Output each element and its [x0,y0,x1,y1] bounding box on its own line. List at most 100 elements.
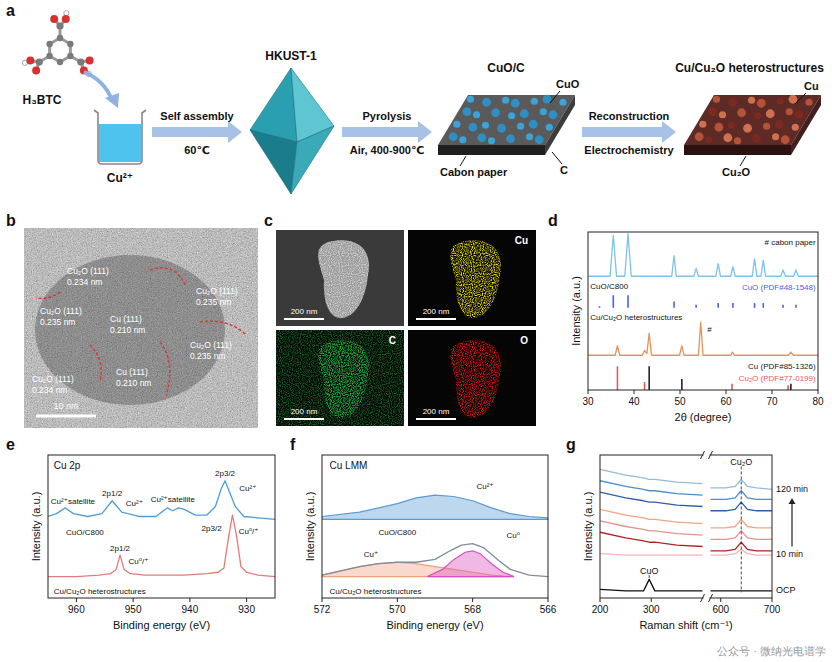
axis-break-gap [704,453,710,457]
label: Electrochemistry [584,144,674,156]
curved-arrow [84,72,112,100]
process-arrow [152,121,242,143]
reference-stick [612,295,614,308]
line-series [600,579,772,590]
reference-stick [754,303,756,308]
label: 200 nm [423,307,450,316]
particle [752,134,761,143]
reference-stick [695,305,697,308]
atom-c [56,22,63,29]
ring [50,38,71,62]
particle [781,135,790,144]
time-arrow-head [789,498,796,504]
series-label: Cu⁰ [507,531,520,540]
label: H₃BTC [23,93,62,107]
label: 0.234 nm [67,277,102,287]
x-tick-label: 70 [766,396,778,407]
particle [531,98,538,105]
figure: aH₃BTCCu²⁺Self assembly60℃HKUST-1Pyrolys… [0,0,832,662]
particle [723,133,732,142]
atom-c [67,41,73,47]
solution [99,124,141,162]
axis-break-gap [704,596,710,600]
reference-stick [787,385,789,390]
particle [318,240,369,318]
scale-bar [416,318,456,320]
atom-c [36,58,43,65]
label: Air, 400-900℃ [350,144,424,156]
line-series [48,481,275,520]
particle [748,97,755,104]
particle [467,96,474,103]
axis-break-mark [709,594,713,602]
line-series [600,469,772,489]
x-tick-label: 300 [643,604,660,615]
line-series [588,322,818,355]
particle [728,122,735,129]
label: O [520,335,528,346]
particle [719,111,726,118]
map-signal [318,340,369,418]
x-tick-label: 930 [238,604,255,615]
label: Reconstruction [589,110,670,122]
slab-front [684,145,791,155]
series-label: 10 min [776,549,803,559]
annotation: 2p3/2 [202,524,223,533]
beaker [94,110,146,164]
x-tick [133,598,134,602]
time-arrow [791,503,792,547]
annotation: Cu₂O [730,457,752,467]
x-tick [720,598,721,602]
scale-bar [284,418,324,420]
particle [462,107,471,116]
particle [795,110,804,119]
scale-bar [284,318,324,320]
x-tick-label: 40 [628,396,640,407]
x-tick [680,390,681,394]
series-label: CuO/C800 [590,282,628,291]
label: 0.210 nm [116,378,151,388]
reference-stick [790,384,792,390]
label: Cu₂O (111) [40,306,82,316]
leader [795,93,806,104]
label: Cu₂O (111) [67,266,109,276]
atom-c [57,59,63,65]
area-series [322,495,548,519]
particle [473,111,480,118]
particle [529,120,538,129]
particle [695,132,704,141]
annotation: Cu⁰/⁺ [239,527,259,536]
particle [777,98,784,105]
panel-letter: b [6,212,16,229]
label: Cu²⁺ [107,171,133,185]
particle [757,99,766,108]
particle [699,121,706,128]
x-tick-label: 60 [720,396,732,407]
x-tick-label: 960 [68,604,85,615]
x-axis-title: Binding energy (eV) [113,619,210,631]
particle [482,122,489,129]
annotation: 2p1/2 [102,489,123,498]
label: HKUST-1 [265,49,317,63]
line-series [48,515,275,576]
particle [506,134,515,143]
label: 60℃ [184,144,210,156]
label: Cu/Cu₂O heterostructures [675,61,824,75]
reference-stick [599,306,601,308]
particle [708,107,717,116]
map-signal [450,340,501,418]
x-axis-title: 2θ (degree) [675,411,732,423]
series-label: CuO (PDF#48-1548) [742,283,816,292]
particle [502,97,509,104]
atom-o [32,66,40,74]
series-label: Cu²⁺ [476,482,493,491]
panel-d: d3040506070802θ (degree)Intensity (a.u.)… [548,212,824,423]
label: 0.234 nm [32,385,67,395]
annotation: Cu²⁺satellite [51,497,96,506]
x-tick [651,598,652,602]
label: Cu [515,235,528,246]
slab-side [545,95,575,155]
x-tick [246,598,247,602]
label: 200 nm [291,407,318,416]
slab-front [438,145,545,155]
